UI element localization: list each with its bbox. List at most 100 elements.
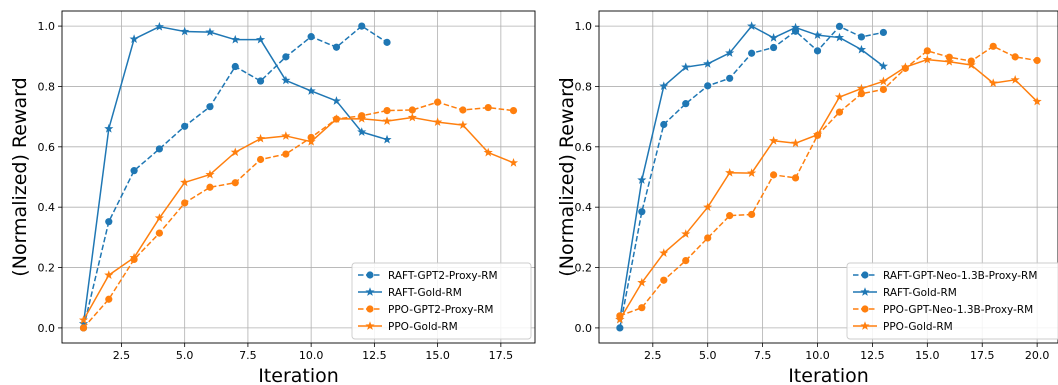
data-point xyxy=(747,168,757,177)
data-point xyxy=(813,47,822,55)
data-point xyxy=(726,74,734,82)
data-point xyxy=(154,213,164,222)
legend-marker xyxy=(861,271,869,279)
data-point xyxy=(659,81,669,91)
y-tick-label: 0.0 xyxy=(575,322,593,335)
data-point xyxy=(660,276,668,284)
legend-entry: RAFT-GPT-Neo-1.3B-Proxy-RM xyxy=(853,270,1037,282)
x-axis-label: Iteration xyxy=(788,365,869,385)
data-point xyxy=(357,113,367,123)
legend-entry: PPO-Gold-RM xyxy=(853,321,953,333)
data-point xyxy=(834,32,845,42)
data-point xyxy=(703,59,713,68)
legend-entry: PPO-Gold-RM xyxy=(358,321,458,333)
data-point xyxy=(748,49,756,57)
data-point xyxy=(857,90,866,98)
y-tick-label: 0.6 xyxy=(38,141,56,154)
data-point xyxy=(769,171,778,179)
data-point xyxy=(703,202,713,212)
data-point xyxy=(105,295,113,303)
x-tick-label: 5.0 xyxy=(699,349,717,362)
y-tick-label: 0.0 xyxy=(38,322,56,335)
legend-marker xyxy=(365,287,375,296)
data-point xyxy=(483,147,493,157)
data-point xyxy=(681,229,691,238)
data-point xyxy=(458,120,468,129)
data-point xyxy=(180,26,190,36)
data-point xyxy=(231,62,239,71)
x-axis-label: Iteration xyxy=(258,365,339,385)
x-tick-label: 15.0 xyxy=(915,349,940,362)
data-point xyxy=(856,83,867,93)
data-point xyxy=(129,34,139,43)
series-line xyxy=(619,45,1038,317)
data-point xyxy=(230,147,240,157)
data-point xyxy=(637,277,647,287)
data-point xyxy=(637,175,647,184)
grid-lines xyxy=(62,11,535,343)
data-point xyxy=(922,54,932,64)
data-point xyxy=(255,133,266,143)
legend-label: PPO-GPT2-Proxy-RM xyxy=(388,304,493,316)
data-point xyxy=(660,120,668,129)
data-point xyxy=(812,129,823,139)
data-point xyxy=(181,122,189,130)
series-ppo-gold-rm xyxy=(615,54,1042,324)
data-point xyxy=(358,22,366,30)
y-tick-label: 0.4 xyxy=(575,201,593,214)
data-point xyxy=(255,34,266,44)
data-point xyxy=(230,34,240,44)
chart-panel-gpt2: 2.5 5.0 7.5 10.0 12.5 15.0 17.5 0.0 0.2 0.4 0.6 0.8… xyxy=(9,10,536,385)
data-point xyxy=(434,98,442,106)
y-axis-label: (Normalized) Reward xyxy=(9,77,31,276)
data-point xyxy=(206,183,214,191)
legend-marker xyxy=(861,305,869,313)
y-tick-label: 0.8 xyxy=(575,80,593,93)
data-point xyxy=(1032,96,1042,106)
data-point xyxy=(879,28,888,37)
data-point xyxy=(790,138,801,148)
x-tick-label: 10.0 xyxy=(805,349,830,362)
data-point xyxy=(726,212,734,220)
data-point xyxy=(615,314,625,324)
data-point xyxy=(616,324,624,332)
data-point xyxy=(638,304,646,312)
y-tick-label: 0.6 xyxy=(575,141,593,154)
data-point xyxy=(256,77,265,85)
data-point xyxy=(704,234,712,242)
data-point xyxy=(282,53,290,61)
legend-label: RAFT-Gold-RM xyxy=(388,287,462,299)
legend-marker xyxy=(860,321,870,330)
data-point xyxy=(659,248,669,257)
data-point xyxy=(748,210,756,219)
data-point xyxy=(408,106,416,114)
data-point xyxy=(205,169,215,179)
data-point xyxy=(281,131,291,140)
data-point xyxy=(104,270,114,279)
data-point xyxy=(357,127,367,136)
series-raft-gpt-neo-1.3b-proxy-rm xyxy=(616,22,888,332)
x-tick-label: 15.0 xyxy=(425,349,450,362)
series-raft-gold-rm xyxy=(78,21,392,328)
legend-label: RAFT-GPT2-Proxy-RM xyxy=(388,270,498,282)
data-point xyxy=(307,33,315,41)
data-point xyxy=(206,103,214,111)
data-point xyxy=(332,43,341,51)
data-point xyxy=(331,114,342,123)
data-point xyxy=(857,33,866,41)
data-point xyxy=(747,21,757,30)
y-tick-label: 1.0 xyxy=(575,20,593,33)
legend-marker xyxy=(365,321,375,330)
series-line xyxy=(619,25,884,329)
legend-entry: PPO-GPT-Neo-1.3B-Proxy-RM xyxy=(853,304,1033,316)
data-point xyxy=(331,96,342,105)
data-point xyxy=(154,21,164,31)
data-point xyxy=(923,47,931,55)
series-ppo-gold-rm xyxy=(78,112,519,324)
axes-frame xyxy=(598,10,1058,344)
data-point xyxy=(459,106,467,114)
data-point xyxy=(78,318,89,328)
data-point xyxy=(104,123,114,133)
x-tick-label: 2.5 xyxy=(644,349,662,362)
